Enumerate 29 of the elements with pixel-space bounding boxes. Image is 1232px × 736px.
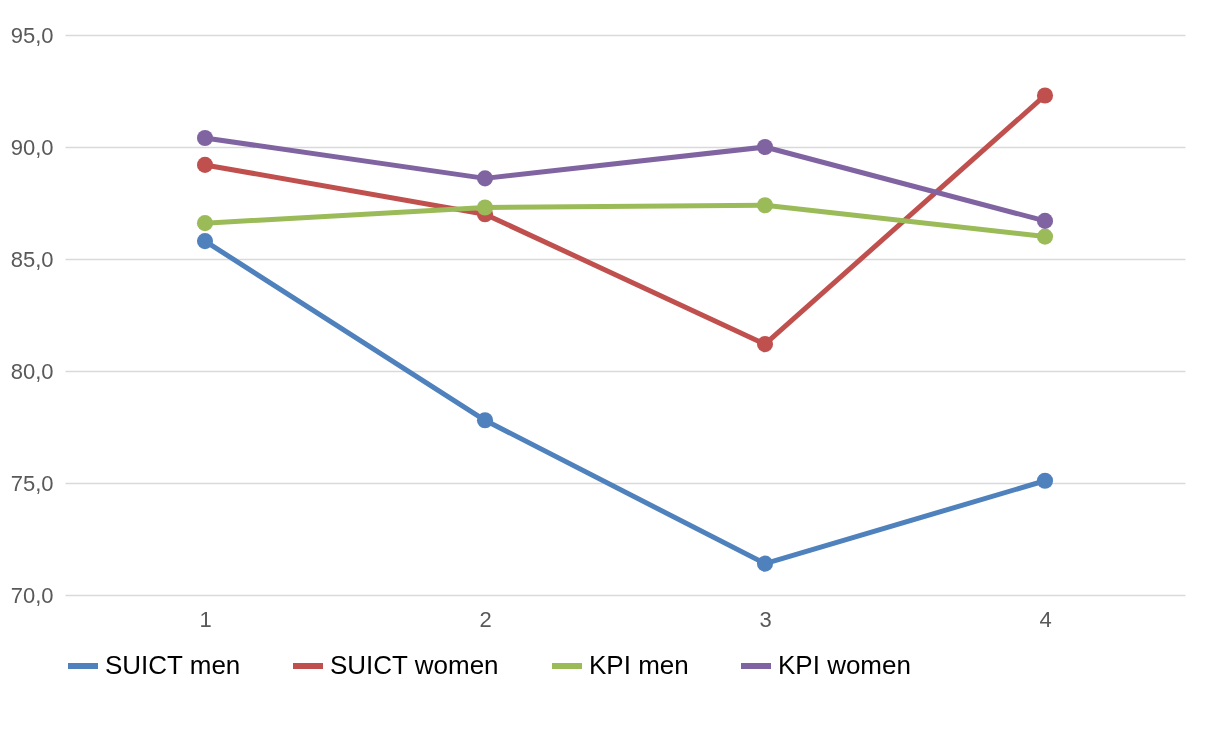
x-tick-label: 1 xyxy=(199,606,212,632)
x-tick-label: 3 xyxy=(759,606,772,632)
y-tick-label: 85,0 xyxy=(10,246,54,272)
point xyxy=(1036,212,1054,229)
legend-label: KPI men xyxy=(589,650,689,680)
point xyxy=(756,555,774,572)
legend-label: SUICT men xyxy=(105,650,241,680)
point xyxy=(476,412,494,429)
point xyxy=(1036,87,1054,104)
point xyxy=(1036,228,1054,245)
point xyxy=(1036,472,1054,489)
point xyxy=(476,199,494,216)
x-tick-label: 2 xyxy=(479,606,492,632)
point xyxy=(476,170,494,187)
point xyxy=(196,156,214,173)
y-tick-label: 80,0 xyxy=(10,358,54,384)
y-tick-label: 70,0 xyxy=(10,582,54,608)
y-tick-label: 90,0 xyxy=(10,134,54,160)
y-tick-label: 75,0 xyxy=(10,470,54,496)
legend-label: KPI women xyxy=(778,650,911,680)
point xyxy=(196,233,214,250)
point xyxy=(196,129,214,147)
y-tick-label: 95,0 xyxy=(10,22,54,48)
point xyxy=(756,197,774,214)
point xyxy=(756,138,774,156)
point xyxy=(756,336,774,353)
point xyxy=(196,215,214,232)
x-tick-label: 4 xyxy=(1039,606,1052,632)
legend-label: SUICT women xyxy=(330,650,499,680)
